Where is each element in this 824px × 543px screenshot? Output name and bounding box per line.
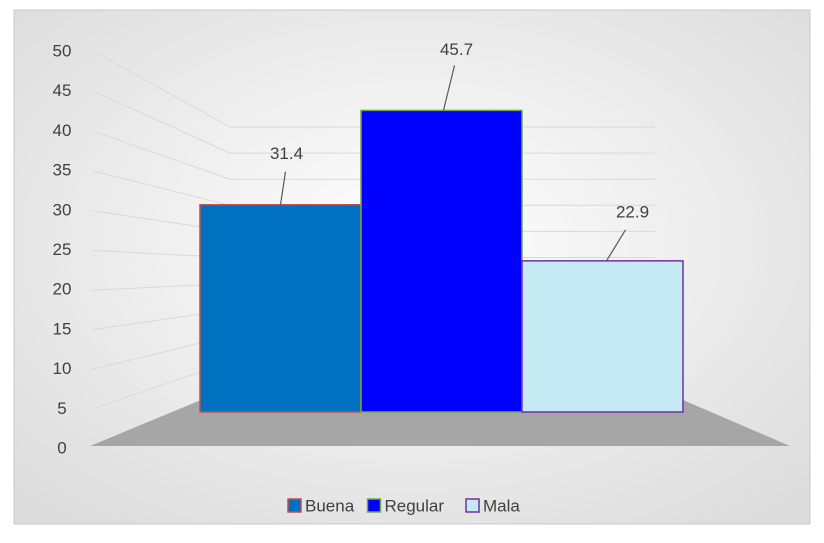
bar bbox=[360, 109, 523, 413]
y-tick-label: 20 bbox=[53, 280, 72, 299]
leader-line bbox=[279, 171, 287, 205]
y-tick-label: 0 bbox=[57, 438, 66, 457]
legend-label: Regular bbox=[385, 496, 445, 515]
leader-line bbox=[605, 229, 627, 262]
legend-label: Buena bbox=[305, 496, 355, 515]
y-tick-label: 15 bbox=[53, 319, 72, 338]
y-tick-label: 25 bbox=[53, 240, 72, 259]
data-label: 22.9 bbox=[616, 202, 649, 221]
y-tick-label: 45 bbox=[53, 81, 72, 100]
legend-swatch bbox=[287, 498, 302, 513]
data-label: 31.4 bbox=[270, 144, 303, 163]
y-tick-label: 10 bbox=[53, 359, 72, 378]
y-tick-label: 35 bbox=[53, 161, 72, 180]
y-tick-label: 40 bbox=[53, 121, 72, 140]
y-tick-label: 30 bbox=[53, 200, 72, 219]
y-tick-label: 50 bbox=[53, 41, 72, 60]
bar bbox=[521, 260, 684, 413]
data-label: 45.7 bbox=[440, 40, 473, 59]
leader-line bbox=[442, 65, 456, 111]
y-tick-label: 5 bbox=[57, 399, 66, 418]
legend-swatch bbox=[366, 498, 382, 513]
legend-label: Mala bbox=[483, 496, 520, 515]
bar bbox=[199, 204, 362, 413]
legend-swatch bbox=[465, 498, 480, 513]
